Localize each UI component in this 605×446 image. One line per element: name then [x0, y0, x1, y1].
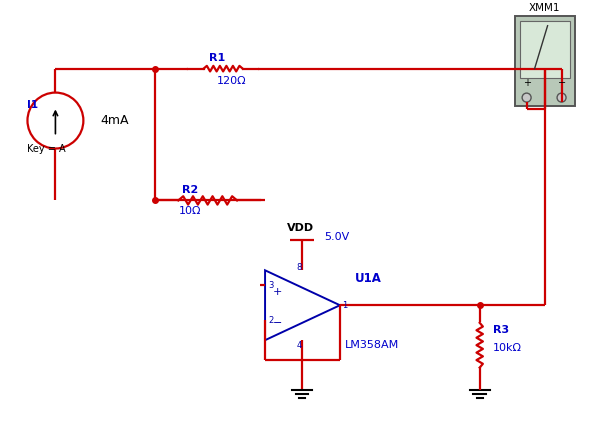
Text: 8: 8	[296, 263, 302, 273]
Text: +: +	[523, 78, 531, 87]
Text: 3: 3	[268, 281, 273, 290]
Text: Key = A: Key = A	[27, 144, 66, 153]
Text: R2: R2	[182, 186, 198, 195]
Text: 1: 1	[342, 301, 347, 310]
Text: R1: R1	[209, 53, 225, 62]
Text: R3: R3	[492, 325, 509, 335]
Polygon shape	[515, 16, 575, 106]
Text: 120Ω: 120Ω	[217, 76, 247, 86]
Text: XMM1: XMM1	[529, 3, 560, 13]
Text: 5.0V: 5.0V	[324, 232, 349, 242]
Circle shape	[557, 93, 566, 102]
Text: 10kΩ: 10kΩ	[492, 343, 522, 353]
Text: I1: I1	[27, 99, 39, 110]
Text: +: +	[272, 287, 282, 297]
Text: 4mA: 4mA	[100, 114, 129, 127]
Text: 4: 4	[296, 341, 302, 350]
Text: −: −	[272, 318, 282, 328]
Text: 10Ω: 10Ω	[179, 206, 201, 216]
Text: 2: 2	[268, 316, 273, 325]
Text: VDD: VDD	[286, 223, 313, 233]
Text: U1A: U1A	[355, 272, 382, 285]
Circle shape	[522, 93, 531, 102]
Text: −: −	[557, 78, 566, 87]
Polygon shape	[520, 21, 569, 78]
Text: LM358AM: LM358AM	[345, 340, 399, 350]
